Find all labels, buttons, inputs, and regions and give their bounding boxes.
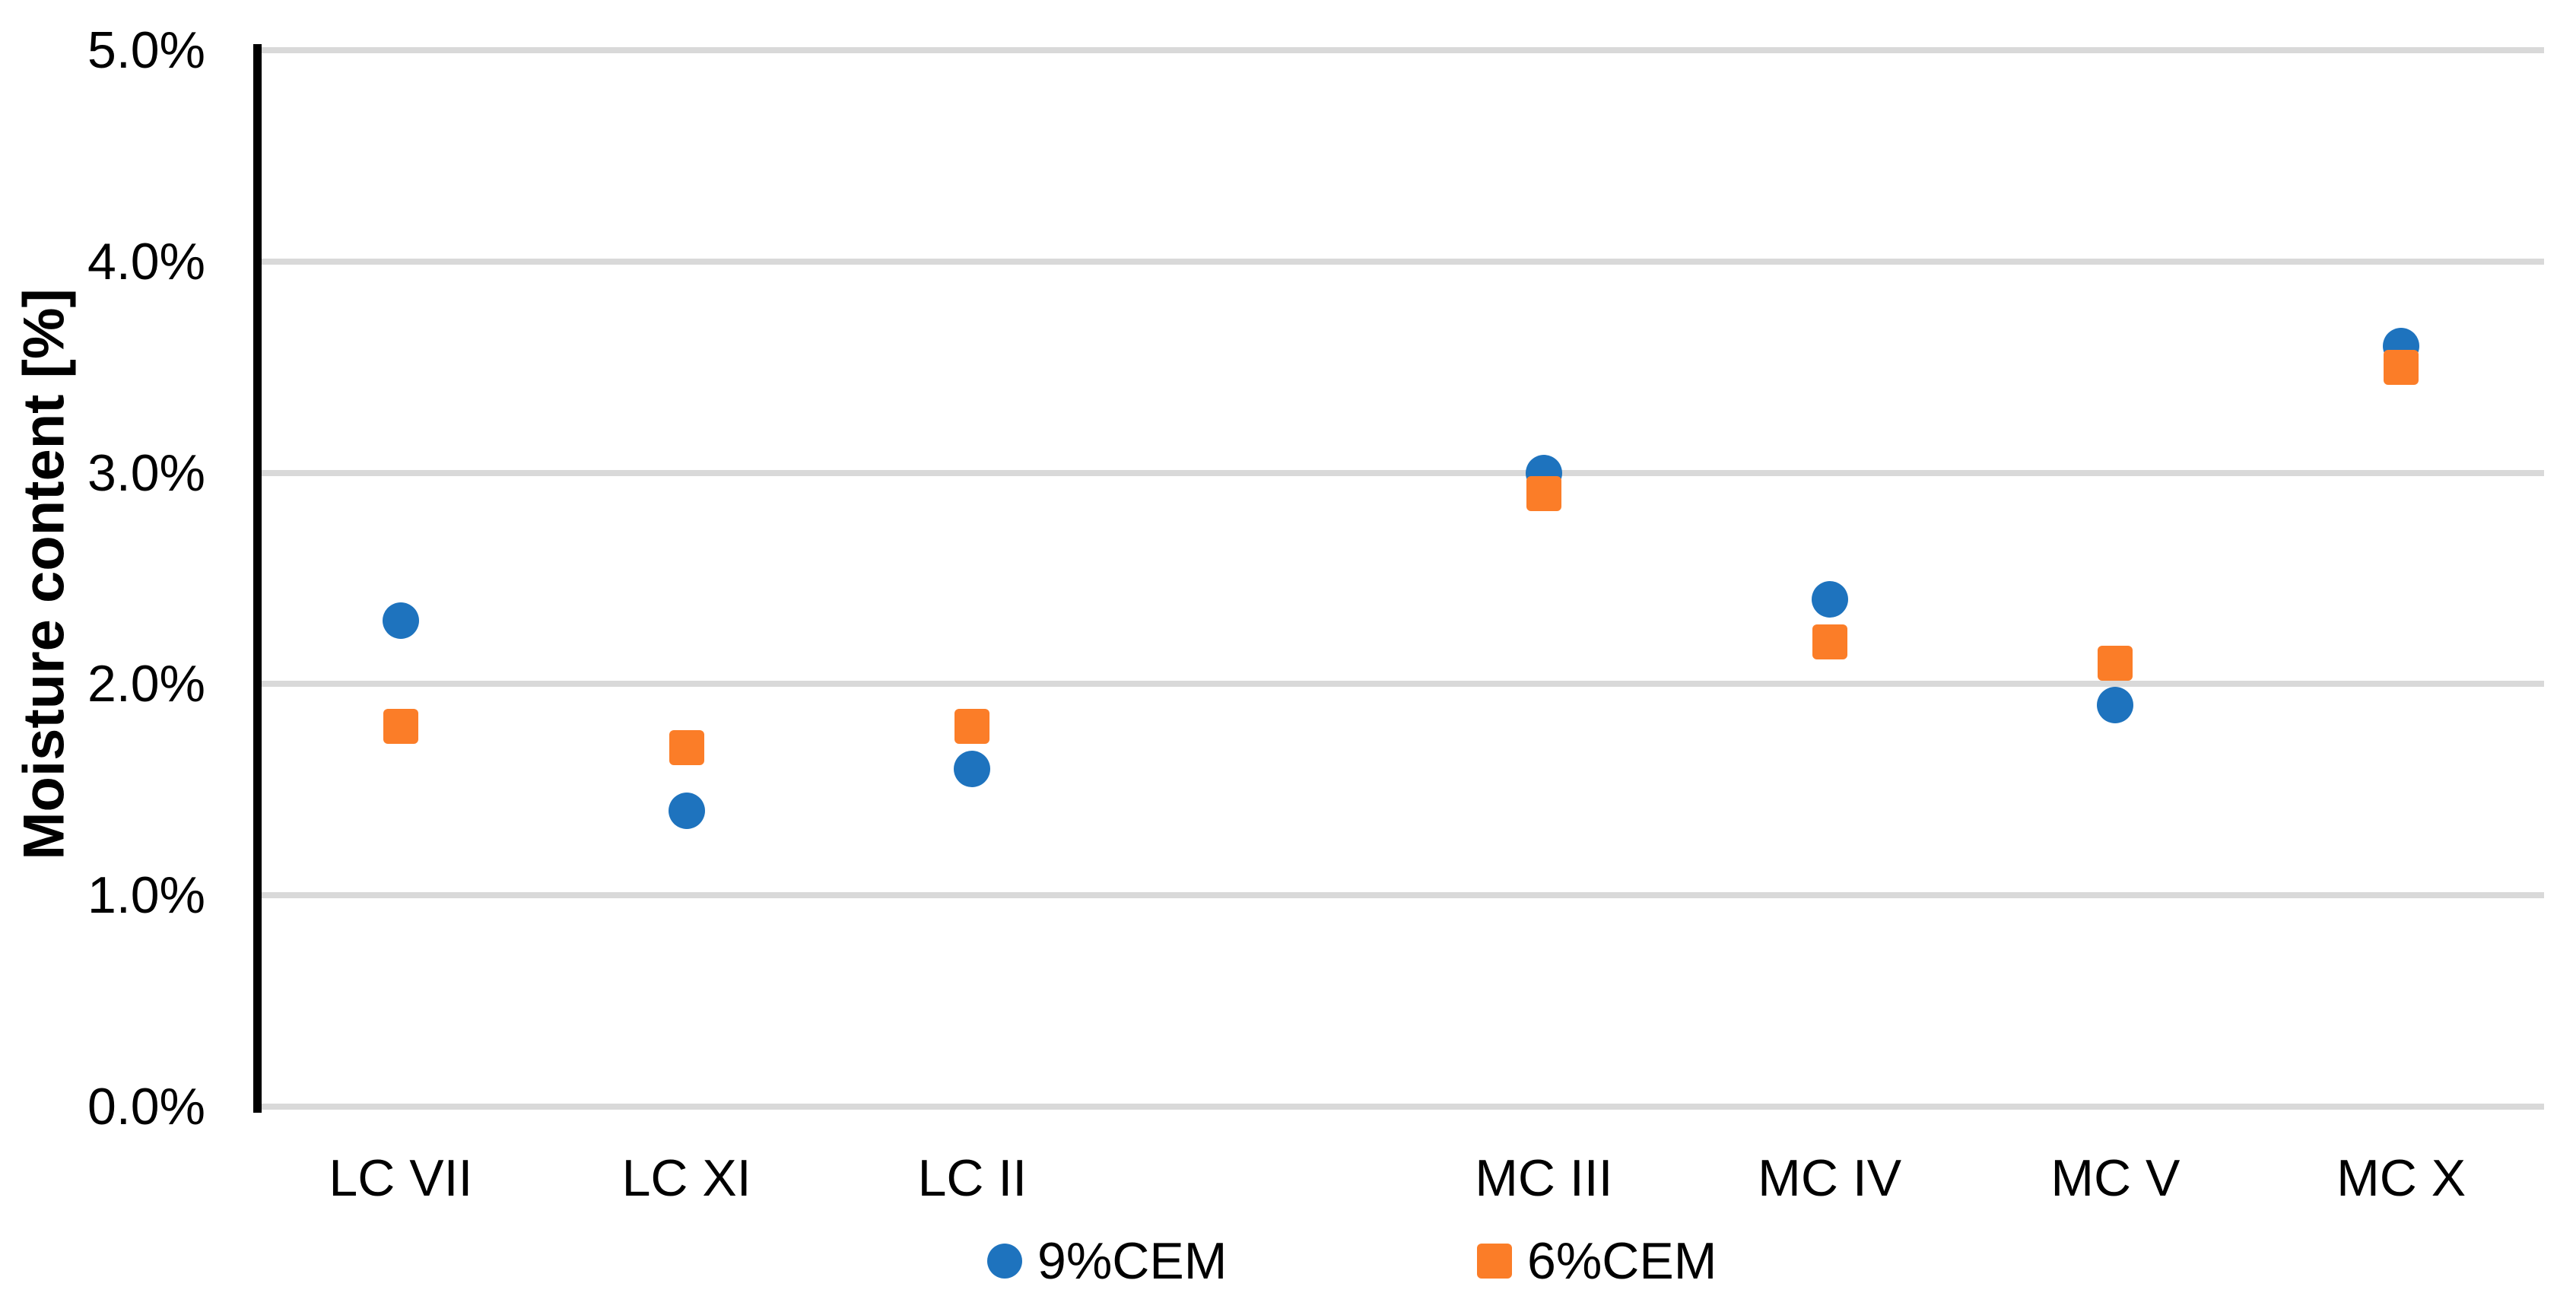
data-point-6pct-cem-square bbox=[669, 729, 704, 765]
x-category-label: MC X bbox=[2336, 1149, 2466, 1207]
y-tick-label: 5.0% bbox=[87, 21, 205, 79]
legend-item-9pct-cem: 9%CEM bbox=[987, 1226, 1227, 1296]
data-point-6pct-cem-square bbox=[1812, 624, 1847, 659]
legend-square-icon bbox=[1477, 1244, 1512, 1279]
y-tick-label: 3.0% bbox=[87, 443, 205, 502]
y-tick-label: 2.0% bbox=[87, 655, 205, 713]
x-category-label: MC III bbox=[1475, 1149, 1613, 1207]
data-point-6pct-cem-square bbox=[383, 708, 418, 744]
legend-label: 9%CEM bbox=[1037, 1232, 1228, 1290]
gridline bbox=[258, 892, 2544, 899]
data-point-9pct-cem-circle bbox=[668, 793, 705, 830]
data-point-9pct-cem-circle bbox=[2097, 687, 2134, 724]
gridline bbox=[258, 258, 2544, 265]
data-point-9pct-cem-circle bbox=[1811, 581, 1848, 618]
gridline bbox=[258, 1104, 2544, 1110]
y-tick-label: 0.0% bbox=[87, 1078, 205, 1136]
data-point-9pct-cem-circle bbox=[382, 602, 419, 640]
y-tick-label: 1.0% bbox=[87, 866, 205, 925]
x-category-label: LC VII bbox=[329, 1149, 473, 1207]
y-axis-title: Moisture content [%] bbox=[11, 288, 77, 860]
x-category-label: LC II bbox=[917, 1149, 1028, 1207]
x-category-label: MC V bbox=[2050, 1149, 2181, 1207]
data-point-6pct-cem-square bbox=[1526, 476, 1561, 512]
gridline bbox=[258, 681, 2544, 688]
data-point-9pct-cem-circle bbox=[954, 750, 991, 787]
gridline bbox=[258, 469, 2544, 476]
x-category-label: LC XI bbox=[621, 1149, 751, 1207]
gridline bbox=[258, 47, 2544, 53]
x-category-label: MC IV bbox=[1758, 1149, 1902, 1207]
y-axis-line bbox=[253, 44, 262, 1113]
data-point-6pct-cem-square bbox=[2384, 349, 2419, 385]
data-point-6pct-cem-square bbox=[2098, 645, 2133, 681]
legend-item-6pct-cem: 6%CEM bbox=[1477, 1226, 1717, 1296]
y-tick-label: 4.0% bbox=[87, 232, 205, 291]
data-point-6pct-cem-square bbox=[954, 708, 990, 744]
legend-label: 6%CEM bbox=[1527, 1232, 1717, 1290]
legend-circle-icon bbox=[987, 1244, 1022, 1279]
